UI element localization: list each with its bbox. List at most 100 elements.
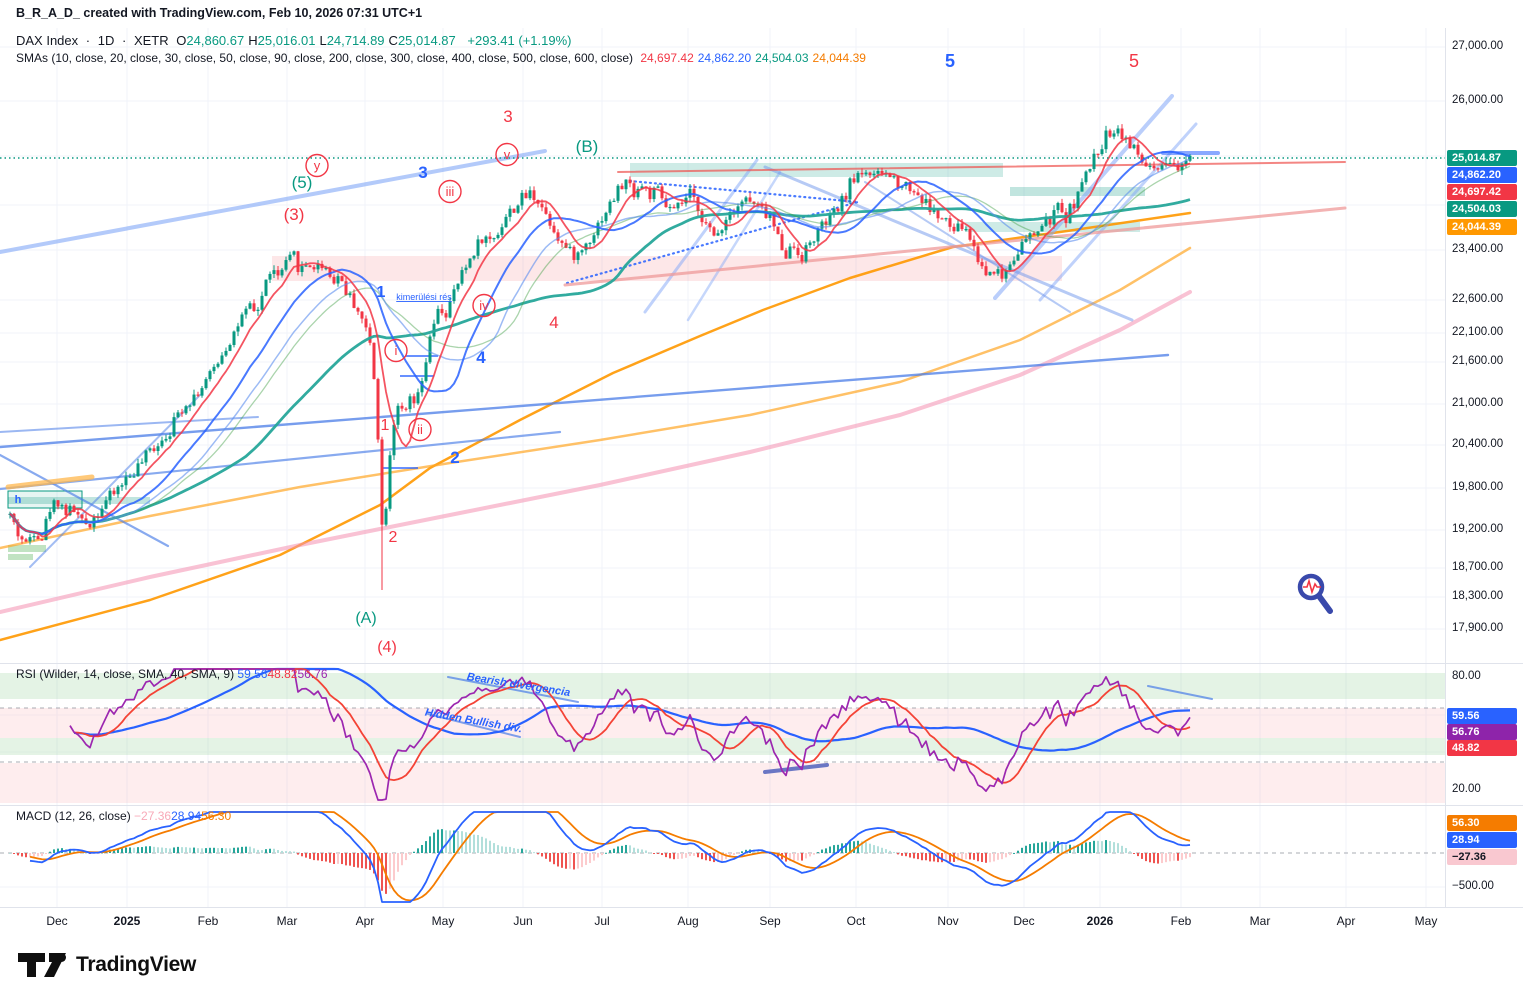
magnifier-icon[interactable] (1297, 573, 1333, 614)
annotation-text: 1 (377, 284, 386, 301)
change-value: +293.41 (+1.19%) (467, 33, 572, 48)
annotation-text: v (504, 147, 511, 162)
sma-values: 24,697.42 24,862.20 24,504.03 24,044.39 (640, 51, 870, 65)
annotation-text: 5 (945, 51, 955, 71)
macd-line (29, 811, 1191, 903)
time-axis-label[interactable]: Nov (937, 914, 959, 928)
axis-tick-label: 19,800.00 (1452, 481, 1504, 493)
trend-line (763, 763, 829, 774)
axis-tick-label: 23,400.00 (1452, 243, 1504, 255)
trend-line (563, 206, 1347, 287)
annotation-text: y (314, 158, 321, 173)
trend-line (0, 453, 170, 548)
trend-line (643, 158, 759, 314)
price-badge: 24,044.39 (1447, 219, 1517, 235)
time-axis-label[interactable]: 2025 (113, 914, 141, 928)
time-axis-label[interactable]: Oct (846, 914, 866, 928)
time-axis-label[interactable]: Jun (513, 914, 533, 928)
axis-tick-label: 22,600.00 (1452, 293, 1504, 305)
ohlc-key: H (248, 33, 258, 48)
trend-lines[interactable] (0, 94, 1347, 774)
annotation-text: (5) (292, 173, 313, 192)
axis-tick-label: 17,900.00 (1452, 622, 1504, 634)
axis-tick-label: 18,300.00 (1452, 590, 1504, 602)
axis-tick-label: 80.00 (1452, 670, 1481, 682)
time-axis-label[interactable]: Feb (1170, 914, 1192, 928)
symbol-title[interactable]: DAX Index (16, 33, 79, 48)
time-axis-label[interactable]: Jul (594, 914, 610, 928)
time-axis-label[interactable]: May (1414, 914, 1438, 928)
annotation-circle (472, 293, 496, 318)
annotation-text: iii (446, 184, 455, 199)
axis-tick-label: 26,000.00 (1452, 94, 1504, 106)
price-badge: −27.36 (1447, 849, 1517, 865)
rsi-green-mid (0, 738, 1445, 755)
annotation-text: 2 (450, 448, 459, 467)
rsi-pane[interactable] (69, 667, 1191, 801)
time-axis-label[interactable]: Sep (759, 914, 781, 928)
pane-separator-rsi-macd[interactable] (0, 805, 1523, 806)
trend-line (1147, 685, 1213, 700)
annotation-text: 4 (549, 313, 558, 332)
grid-lines (0, 28, 1445, 907)
time-axis-label[interactable]: Apr (1336, 914, 1356, 928)
rsi-legend[interactable]: RSI (Wilder, 14, close, SMA, 40, SMA, 9)… (16, 667, 328, 681)
time-axis-label[interactable]: Mar (276, 914, 298, 928)
rsi-value: 48.82 (267, 667, 298, 681)
pane-separator-main-rsi[interactable] (0, 663, 1523, 664)
rsi-value: 59.56 (237, 667, 268, 681)
macd-label[interactable]: MACD (12, 26, close) (16, 809, 131, 823)
rsi-pink-mid (0, 708, 1445, 738)
symbol-legend[interactable]: DAX Index · 1D · XETR O24,860.67 H25,016.… (16, 33, 575, 48)
axis-tick-label: 18,700.00 (1452, 561, 1504, 573)
time-axis-label[interactable]: 2026 (1086, 914, 1114, 928)
annotation-text: 3 (418, 163, 427, 182)
annotation-text: iv (479, 298, 489, 313)
time-axis-label[interactable]: May (431, 914, 455, 928)
price-badge: 28.94 (1447, 832, 1517, 848)
macd-legend[interactable]: MACD (12, 26, close) −27.3628.9456.30 (16, 809, 231, 823)
sma-label[interactable]: SMAs (10, close, 20, close, 30, close, 5… (16, 51, 634, 65)
tradingview-footer-logo[interactable]: TradingView (16, 948, 196, 982)
candlestick-series[interactable] (8, 124, 1192, 591)
price-badge: 24,697.42 (1447, 184, 1517, 200)
axis-tick-label: 22,100.00 (1452, 326, 1504, 338)
time-axis-label[interactable]: Feb (197, 914, 219, 928)
ohlc-value: 25,014.87 (397, 33, 456, 48)
trend-line (617, 161, 1346, 173)
ohlc-value: 25,016.01 (257, 33, 316, 48)
ohlc-key: L (319, 33, 327, 48)
shaded-zones (0, 163, 1445, 803)
sma-legend[interactable]: SMAs (10, close, 20, close, 30, close, 5… (16, 51, 874, 65)
trend-line (864, 181, 1071, 313)
rsi-label[interactable]: RSI (Wilder, 14, close, SMA, 40, SMA, 9) (16, 667, 235, 681)
annotation-text: 3 (503, 107, 512, 126)
trend-line (993, 94, 1174, 300)
tradingview-logo-icon (18, 953, 66, 977)
time-axis-label[interactable]: Dec (46, 914, 68, 928)
annotation-text: i (395, 343, 398, 358)
time-axis-label[interactable]: Aug (677, 914, 699, 928)
time-axis-label[interactable]: Apr (355, 914, 375, 928)
annotation-text: (4) (377, 639, 397, 656)
annotation-text: (A) (355, 610, 376, 627)
pink-sma-long (0, 290, 1192, 614)
sma-red (9, 136, 1191, 538)
macd-pane[interactable] (9, 811, 1191, 903)
interval-label[interactable]: 1D (97, 33, 115, 48)
macd-values: −27.3628.9456.30 (134, 809, 231, 823)
annotation-circle (305, 153, 329, 178)
time-axis-label[interactable]: Dec (1013, 914, 1035, 928)
trend-line (447, 676, 579, 703)
axis-tick-label: 27,000.00 (1452, 40, 1504, 52)
trend-line (763, 165, 1134, 322)
trend-line (0, 353, 1170, 449)
time-axis-label[interactable]: Mar (1249, 914, 1271, 928)
time-axis-separator (0, 907, 1523, 908)
annotation-text: 5 (1129, 51, 1139, 71)
rsi-green-top (0, 673, 1445, 699)
green-left-2 (8, 554, 33, 560)
price-badge: 56.30 (1447, 815, 1517, 831)
